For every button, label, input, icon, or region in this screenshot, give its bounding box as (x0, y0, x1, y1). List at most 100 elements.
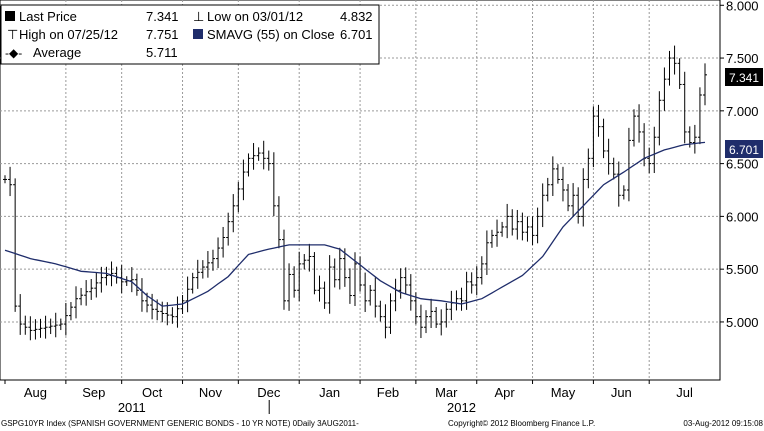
price-bar (429, 298, 434, 328)
price-bar (226, 212, 231, 246)
price-bar (682, 71, 687, 144)
legend-low-value: 4.832 (340, 9, 373, 24)
price-bar (266, 150, 271, 171)
price-bar (474, 266, 479, 296)
x-month-label: Jan (319, 385, 340, 400)
footer-copyright: Copyright© 2012 Bloomberg Finance L.P. (448, 419, 595, 428)
price-bar (398, 268, 403, 299)
price-bar (58, 318, 63, 331)
price-bar (8, 166, 13, 197)
x-month-label: Jun (611, 385, 632, 400)
price-bar (626, 127, 631, 202)
price-bar (484, 230, 489, 275)
price-bar (99, 266, 104, 293)
price-bar (469, 272, 474, 294)
price-bar (195, 259, 200, 289)
price-bar (216, 237, 221, 269)
price-bar (555, 164, 560, 184)
price-bar (667, 50, 672, 86)
price-bar (160, 301, 165, 323)
price-bar (495, 219, 500, 247)
legend: Last Price 7.341 ⊥ Low on 03/01/12 4.832… (0, 4, 380, 65)
price-bar (616, 161, 621, 207)
price-bar (94, 272, 99, 298)
price-bar (363, 272, 368, 312)
footer-timestamp: 03-Aug-2012 09:15:08 (683, 419, 763, 428)
x-month-label: Feb (377, 385, 399, 400)
price-bar (586, 148, 591, 189)
price-bar (479, 256, 484, 285)
price-bar (439, 309, 444, 336)
price-bar (241, 159, 246, 201)
x-month-label: Jul (676, 385, 693, 400)
price-bar (540, 183, 545, 228)
price-bar (525, 216, 530, 242)
price-bar (38, 318, 43, 338)
price-bar (383, 304, 388, 339)
y-tick-label: 8.000 (726, 0, 759, 13)
price-bar (606, 138, 611, 175)
legend-sma-label: SMAVG (55) on Close (207, 27, 335, 42)
price-bar (251, 143, 256, 170)
price-bar (652, 126, 657, 174)
price-bar (256, 147, 261, 161)
price-bar (236, 181, 241, 213)
price-bar (337, 247, 342, 290)
x-month-label: Aug (24, 385, 47, 400)
average-marker-icon: -◆- (5, 46, 22, 60)
price-bar (657, 91, 662, 146)
price-bar (500, 221, 505, 237)
price-bar (611, 157, 616, 180)
price-bar (13, 178, 18, 312)
price-bar (317, 275, 322, 302)
svg-text:7.341: 7.341 (729, 71, 759, 85)
y-tick-label: 6.500 (726, 157, 759, 172)
x-year-label: 2011 (118, 400, 146, 415)
footer-security: GSPG10YR Index (SPANISH GOVERNMENT GENER… (1, 419, 359, 428)
price-bar (444, 303, 449, 328)
price-bar (33, 319, 38, 340)
price-bar (53, 312, 58, 338)
legend-last-value: 7.341 (146, 9, 179, 24)
price-bar (221, 226, 226, 258)
x-month-label: Nov (199, 385, 223, 400)
legend-last-label: Last Price (19, 9, 77, 24)
low-marker-icon: ⊥ (193, 9, 204, 24)
price-bar (434, 307, 439, 328)
price-bar (68, 302, 73, 321)
price-bar (378, 300, 383, 322)
price-bar (545, 177, 550, 202)
price-bar (205, 251, 210, 278)
price-bar (530, 216, 535, 246)
price-bar (63, 302, 68, 336)
price-bar (28, 316, 33, 341)
high-marker-icon: ⊤ (7, 27, 18, 42)
price-bar (312, 252, 317, 295)
price-bar (418, 304, 423, 339)
last-price-swatch (5, 11, 15, 21)
price-bar (515, 209, 520, 240)
price-bar (566, 184, 571, 212)
price-bar (18, 294, 23, 335)
price-bar (342, 248, 347, 287)
legend-high-label: High on 07/25/12 (19, 27, 118, 42)
price-bar (297, 251, 302, 302)
price-bar (150, 293, 155, 320)
price-bar (3, 175, 7, 184)
price-bar (292, 266, 297, 298)
price-bar (510, 209, 515, 236)
price-bar (591, 106, 596, 168)
price-bar (134, 273, 139, 296)
price-bar (373, 277, 378, 318)
price-bar (276, 196, 281, 249)
price-bar (322, 281, 327, 309)
x-year-label: 2012 (447, 400, 476, 415)
price-bar (637, 104, 642, 143)
x-axis: Aug Sep Oct Nov Dec Jan Feb Mar Apr May Jun Jul 2011… (4, 380, 693, 415)
price-bar (368, 285, 373, 306)
price-bar (287, 263, 292, 311)
svg-text:6.701: 6.701 (729, 143, 759, 157)
price-bar (692, 124, 697, 154)
price-bar (307, 243, 312, 272)
